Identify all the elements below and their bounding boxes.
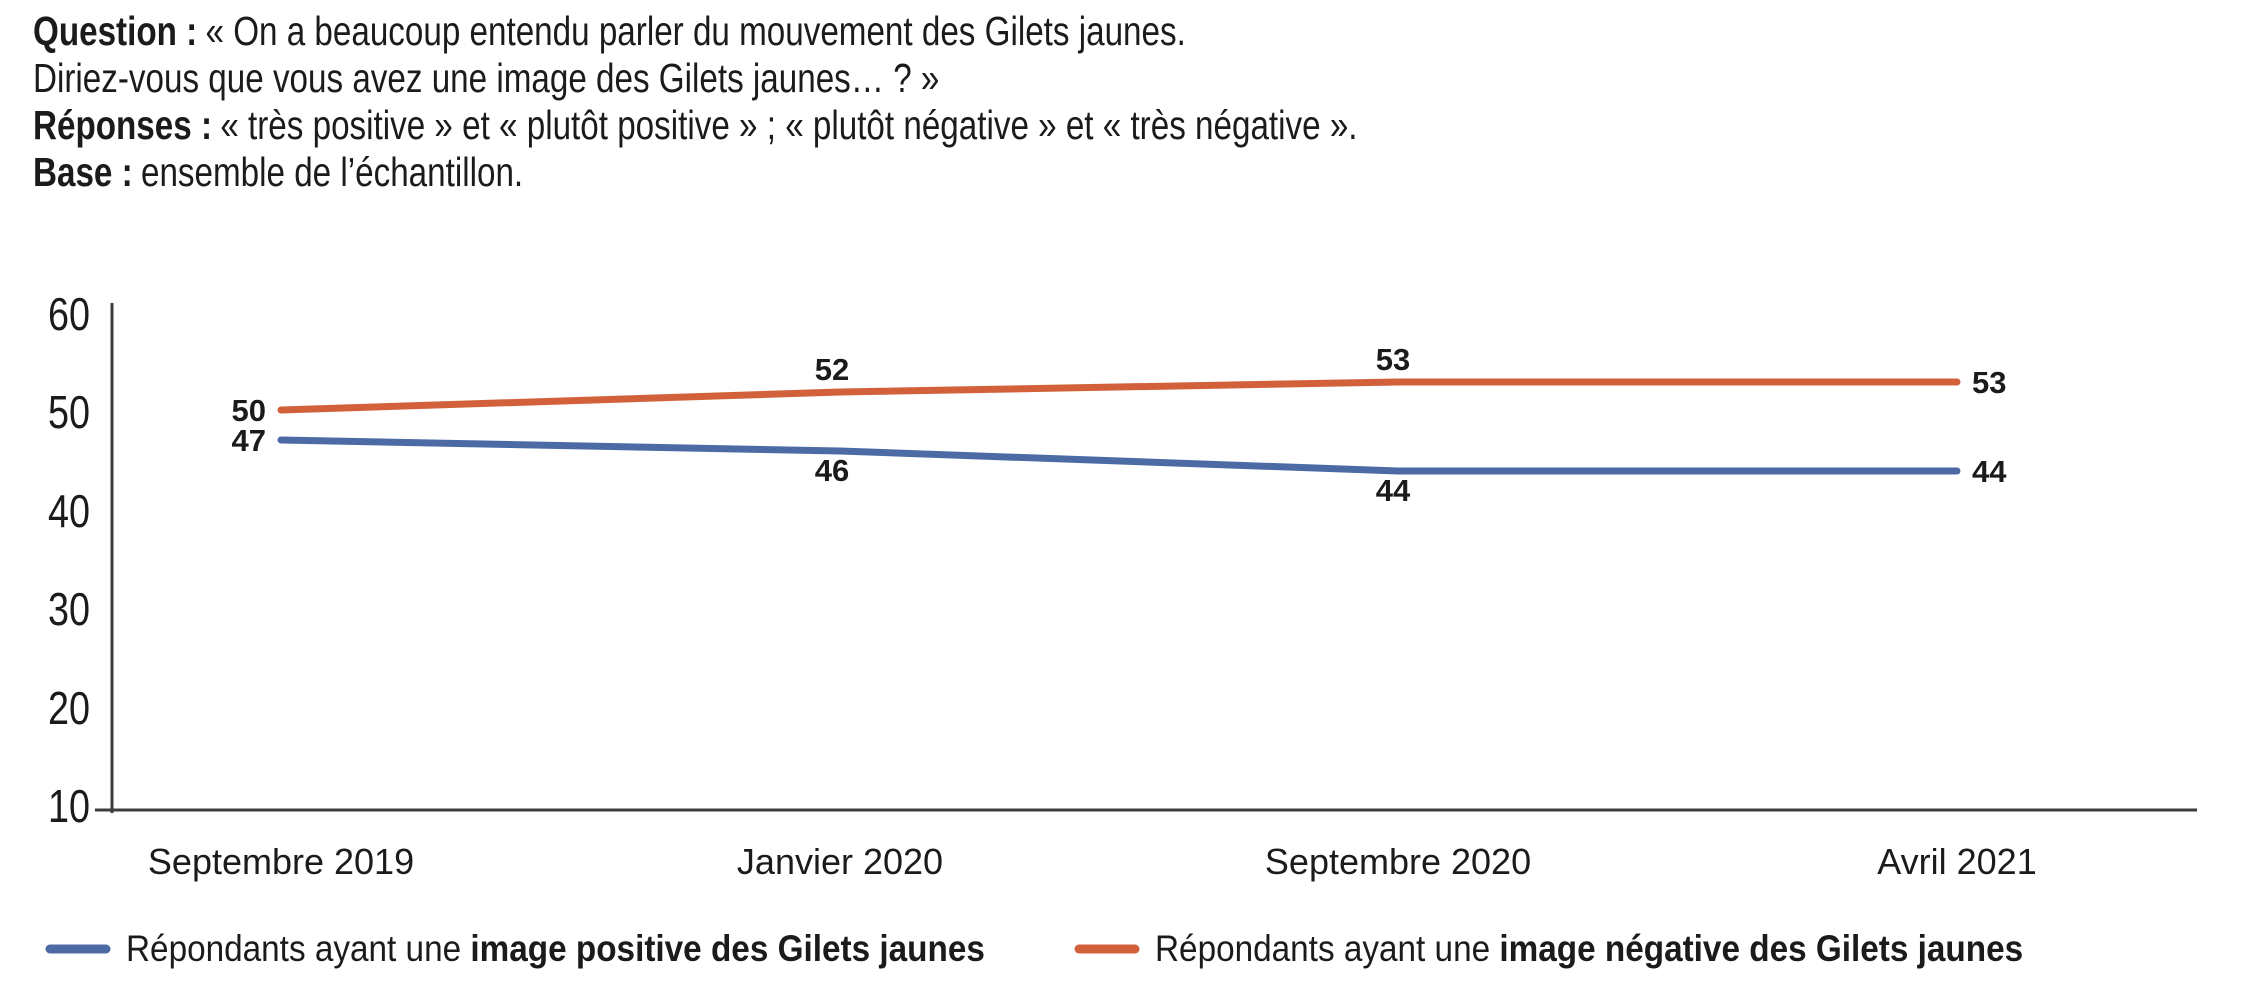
negative-legend-swatch-icon bbox=[1074, 944, 1140, 954]
responses-text: « très positive » et « plutôt positive »… bbox=[220, 102, 1358, 148]
base-label: Base : bbox=[33, 149, 133, 195]
legend-item-negative: Répondants ayant une image négative des … bbox=[1074, 924, 2120, 974]
axes bbox=[95, 303, 2197, 813]
header-block: Question : « On a beaucoup entendu parler… bbox=[33, 8, 1668, 196]
legend-text-negative: Répondants ayant une image négative des … bbox=[1155, 928, 2023, 970]
x-axis-label-sept2020: Septembre 2020 bbox=[1265, 841, 1531, 882]
y-axis-label-20: 20 bbox=[48, 682, 90, 734]
data-label-positive-avril2021: 44 bbox=[1972, 454, 2007, 489]
question-label: Question : bbox=[33, 8, 198, 54]
line-chart: 60 50 40 30 20 10 50 52 53 53 47 46 44 4… bbox=[48, 288, 2197, 882]
x-axis-label-janv2020: Janvier 2020 bbox=[737, 841, 943, 882]
question-line-2: Diriez-vous que vous avez une image des … bbox=[33, 55, 1668, 102]
question-line-1: Question : « On a beaucoup entendu parler… bbox=[33, 8, 1668, 55]
legend-item-positive: Répondants ayant une image positive des … bbox=[45, 924, 1080, 974]
data-label-negative-sept2019: 50 bbox=[232, 393, 266, 428]
positive-series-line bbox=[277, 436, 1961, 475]
legend-prefix-negative: Répondants ayant une bbox=[1155, 928, 1500, 969]
y-axis-labels: 60 50 40 30 20 10 bbox=[48, 288, 90, 832]
legend-text-positive: Répondants ayant une image positive des … bbox=[126, 928, 985, 970]
y-axis-label-60: 60 bbox=[48, 288, 90, 340]
base-text: ensemble de l’échantillon. bbox=[140, 149, 524, 195]
y-axis-label-30: 30 bbox=[48, 583, 90, 635]
negative-series-line bbox=[277, 378, 1961, 414]
x-axis-labels: Septembre 2019 Janvier 2020 Septembre 20… bbox=[148, 841, 2037, 882]
question-text-2: Diriez-vous que vous avez une image des … bbox=[33, 55, 940, 101]
positive-legend-swatch-icon bbox=[45, 944, 111, 954]
y-axis-label-10: 10 bbox=[48, 780, 90, 832]
data-label-positive-sept2020: 44 bbox=[1376, 473, 1411, 508]
x-axis-label-sept2019: Septembre 2019 bbox=[148, 841, 414, 882]
y-axis-label-50: 50 bbox=[48, 386, 90, 438]
data-label-negative-sept2020: 53 bbox=[1376, 342, 1410, 377]
responses-label: Réponses : bbox=[33, 102, 213, 148]
legend-bold-negative: image négative des Gilets jaunes bbox=[1499, 928, 2024, 969]
legend-prefix-positive: Répondants ayant une bbox=[126, 928, 471, 969]
data-label-positive-sept2019: 47 bbox=[232, 423, 266, 458]
base-line: Base : ensemble de l’échantillon. bbox=[33, 149, 1668, 196]
positive-series-labels: 47 46 44 44 bbox=[232, 423, 2008, 508]
legend-bold-positive: image positive des Gilets jaunes bbox=[470, 928, 985, 969]
negative-series-labels: 50 52 53 53 bbox=[232, 342, 2007, 428]
responses-line: Réponses : « très positive » et « plutôt … bbox=[33, 102, 1668, 149]
y-axis-label-40: 40 bbox=[48, 485, 90, 537]
series-lines bbox=[277, 378, 1961, 475]
x-axis-label-avril2021: Avril 2021 bbox=[1877, 841, 2036, 882]
data-label-positive-janv2020: 46 bbox=[815, 453, 849, 488]
chart-legend: Répondants ayant une image positive des … bbox=[0, 924, 2242, 984]
data-label-negative-avril2021: 53 bbox=[1972, 365, 2006, 400]
question-text-1: « On a beaucoup entendu parler du mouvem… bbox=[205, 8, 1186, 54]
data-label-negative-janv2020: 52 bbox=[815, 352, 849, 387]
